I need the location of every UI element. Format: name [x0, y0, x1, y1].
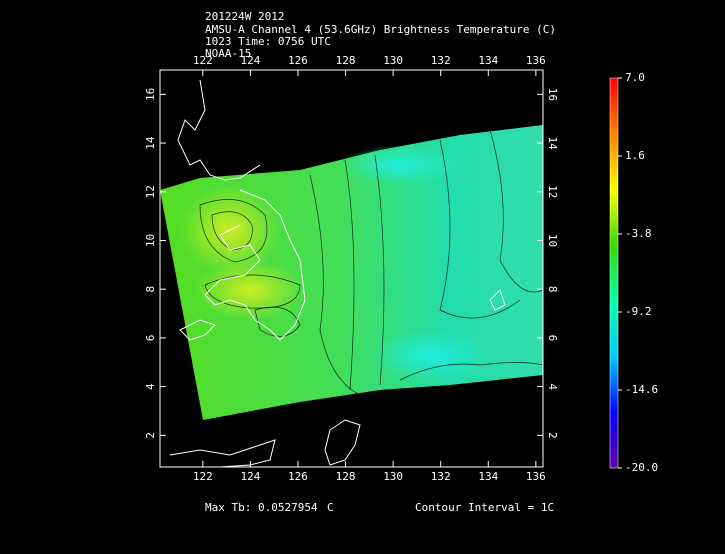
header-line: AMSU-A Channel 4 (53.6GHz) Brightness Te…: [205, 23, 556, 36]
contour-interval: Contour Interval = 1C: [415, 501, 554, 514]
contour: [254, 306, 301, 337]
map-field: [160, 79, 543, 467]
max-unit: C: [327, 501, 334, 514]
colorbar-tick-label: -14.6: [625, 383, 658, 396]
colorbar-tick-label: 1.6: [625, 149, 645, 162]
x-tick-label: 122: [193, 54, 213, 67]
colorbar: [609, 77, 619, 469]
y-tick-label: 14: [546, 136, 559, 150]
header-line: NOAA-15: [205, 47, 251, 60]
cool-area: [340, 145, 460, 185]
x-tick-label: 124: [240, 54, 260, 67]
contour: [211, 211, 253, 251]
max-value: 0.0527954: [258, 501, 318, 514]
contour: [344, 159, 355, 391]
contour: [489, 129, 543, 293]
header-line: 201224W 2012: [205, 10, 284, 23]
y-tick-label: 6: [546, 335, 559, 342]
x-tick-label: 128: [336, 54, 356, 67]
contour: [309, 174, 361, 396]
x-tick-label: 134: [478, 470, 498, 483]
coastline: [179, 319, 216, 341]
x-tick-label: 124: [240, 470, 260, 483]
colorbar-tick-label: 7.0: [625, 71, 645, 84]
y-tick-label: 16: [546, 88, 559, 101]
map-frame: [159, 69, 544, 468]
max-label: Max Tb:: [205, 501, 251, 514]
x-tick-label: 128: [336, 470, 356, 483]
coastline: [324, 419, 361, 466]
y-tick-label: 4: [546, 383, 559, 390]
header-line: 1023 Time: 0756 UTC: [205, 35, 331, 48]
x-tick-label: 136: [526, 470, 546, 483]
x-tick-label: 130: [383, 470, 403, 483]
coastline: [204, 189, 306, 341]
y-tick-label: 10: [546, 234, 559, 247]
x-tick-label: 130: [383, 54, 403, 67]
x-tick-label: 136: [526, 54, 546, 67]
coastline: [177, 79, 261, 181]
x-tick-label: 122: [193, 470, 213, 483]
colorbar-tick-label: -3.8: [625, 227, 652, 240]
y-tick-label: 8: [546, 286, 559, 293]
contour: [374, 154, 385, 386]
cool-area: [370, 330, 490, 380]
y-tick-label: 6: [144, 335, 157, 342]
contour: [439, 139, 521, 319]
contour: [199, 199, 268, 263]
x-tick-label: 132: [431, 470, 451, 483]
x-tick-label: 126: [288, 470, 308, 483]
y-tick-label: 10: [144, 234, 157, 247]
y-tick-label: 4: [144, 383, 157, 390]
y-tick-label: 12: [144, 185, 157, 198]
warm-area: [195, 260, 305, 320]
coastline: [489, 289, 506, 311]
coastline: [169, 439, 276, 467]
x-tick-label: 132: [431, 54, 451, 67]
y-tick-label: 2: [546, 432, 559, 439]
contour: [399, 362, 543, 381]
y-tick-label: 12: [546, 185, 559, 198]
x-tick-label: 126: [288, 54, 308, 67]
colorbar-tick-label: -9.2: [625, 305, 652, 318]
y-tick-label: 2: [144, 432, 157, 439]
y-tick-label: 8: [144, 286, 157, 293]
colorbar-tick-label: -20.0: [625, 461, 658, 474]
x-tick-label: 134: [478, 54, 498, 67]
y-tick-label: 14: [144, 136, 157, 150]
y-tick-label: 16: [144, 88, 157, 101]
